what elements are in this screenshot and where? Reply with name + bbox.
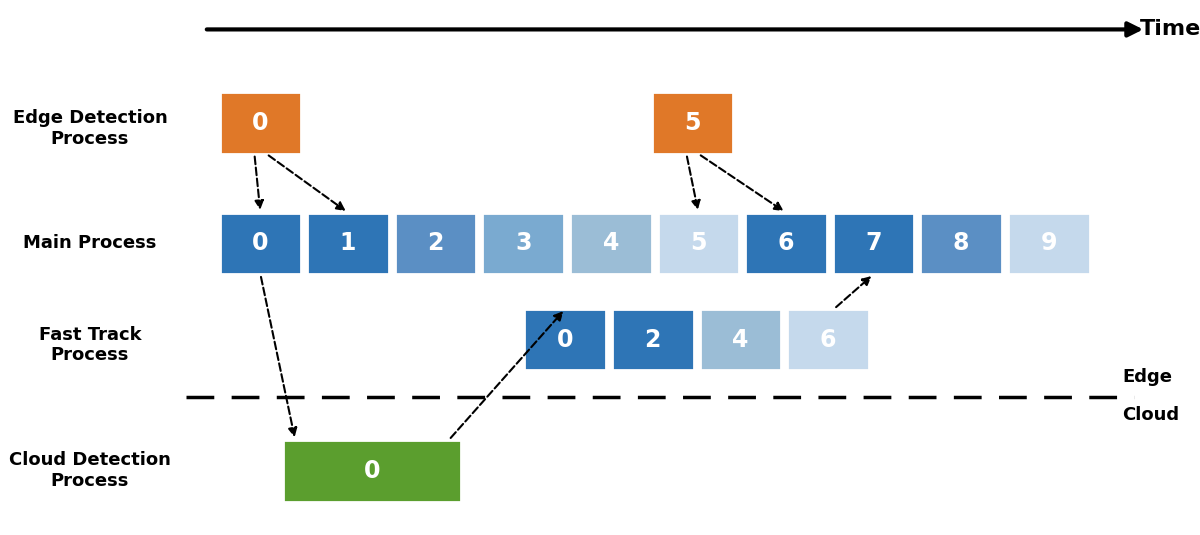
FancyBboxPatch shape bbox=[307, 212, 389, 274]
Text: Main Process: Main Process bbox=[23, 234, 157, 253]
Text: 0: 0 bbox=[364, 459, 380, 483]
FancyBboxPatch shape bbox=[220, 92, 301, 154]
Text: 2: 2 bbox=[644, 328, 661, 351]
Text: 6: 6 bbox=[820, 328, 836, 351]
Text: Cloud: Cloud bbox=[1122, 406, 1180, 424]
FancyBboxPatch shape bbox=[1008, 212, 1090, 274]
FancyBboxPatch shape bbox=[395, 212, 476, 274]
FancyBboxPatch shape bbox=[745, 212, 827, 274]
FancyBboxPatch shape bbox=[833, 212, 914, 274]
Text: 6: 6 bbox=[778, 232, 794, 255]
Text: 9: 9 bbox=[1040, 232, 1057, 255]
FancyBboxPatch shape bbox=[920, 212, 1002, 274]
Text: 0: 0 bbox=[557, 328, 574, 351]
Text: 1: 1 bbox=[340, 232, 356, 255]
Text: 7: 7 bbox=[865, 232, 882, 255]
Text: 5: 5 bbox=[690, 232, 707, 255]
FancyBboxPatch shape bbox=[787, 309, 869, 370]
FancyBboxPatch shape bbox=[700, 309, 781, 370]
FancyBboxPatch shape bbox=[524, 309, 606, 370]
Text: 2: 2 bbox=[427, 232, 444, 255]
FancyBboxPatch shape bbox=[658, 212, 739, 274]
Text: Edge Detection
Process: Edge Detection Process bbox=[13, 109, 167, 148]
Text: 4: 4 bbox=[732, 328, 749, 351]
Text: Cloud Detection
Process: Cloud Detection Process bbox=[10, 452, 170, 490]
Text: 5: 5 bbox=[684, 111, 701, 135]
FancyBboxPatch shape bbox=[220, 212, 301, 274]
Text: Fast Track
Process: Fast Track Process bbox=[38, 326, 142, 364]
FancyBboxPatch shape bbox=[482, 212, 564, 274]
Text: Edge: Edge bbox=[1122, 368, 1172, 386]
FancyBboxPatch shape bbox=[652, 92, 733, 154]
Text: 8: 8 bbox=[953, 232, 970, 255]
Text: 0: 0 bbox=[252, 232, 269, 255]
Text: 4: 4 bbox=[602, 232, 619, 255]
Text: 3: 3 bbox=[515, 232, 532, 255]
FancyBboxPatch shape bbox=[283, 440, 461, 502]
FancyBboxPatch shape bbox=[570, 212, 652, 274]
Text: 0: 0 bbox=[252, 111, 269, 135]
Text: Time: Time bbox=[1140, 19, 1200, 40]
FancyBboxPatch shape bbox=[612, 309, 694, 370]
